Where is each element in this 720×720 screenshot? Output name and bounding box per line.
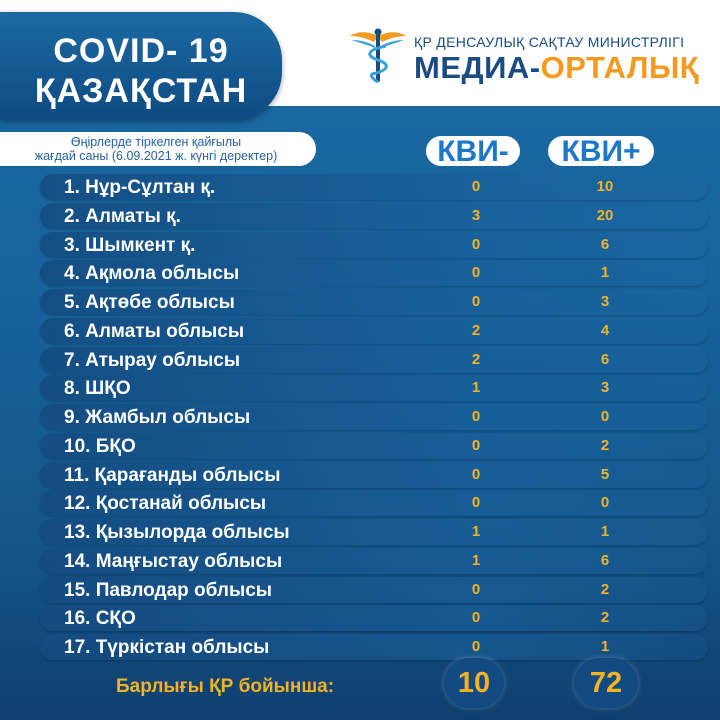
subtitle-box: Өңірлерде тіркелген қайғылы жағдай саны …: [0, 132, 316, 166]
table-row: 9. Жамбыл облысы 0 0: [40, 404, 708, 430]
table-row: 12. Қостанай облысы 0 0: [40, 490, 708, 517]
kvi-minus-value: 1: [471, 523, 481, 540]
table-row: 13. Қызылорда облысы 1 1: [40, 519, 708, 545]
total-label: Барлығы ҚР бойынша:: [116, 676, 335, 697]
kvi-minus-value: 0: [471, 264, 481, 282]
ministry-name: ҚР ДЕНСАУЛЫҚ САҚТАУ МИНИСТРЛІГІ: [414, 34, 685, 50]
kvi-minus-value: 0: [471, 408, 481, 425]
region-name: 9. Жамбыл облысы: [64, 407, 251, 428]
region-name: 1. Нұр-Сұлтан қ.: [64, 177, 216, 198]
table-row: 16. СҚО 0 2: [40, 605, 708, 632]
column-header-kvi-minus: КВИ-: [426, 136, 520, 167]
region-name: 12. Қостанай облысы: [64, 493, 267, 515]
kvi-plus-value: 1: [600, 264, 610, 282]
table-row: 5. Ақтөбе облысы 0 3: [40, 289, 708, 315]
kvi-plus-value: 6: [600, 350, 610, 368]
region-name: 6. Алматы облысы: [64, 320, 245, 342]
region-name: 14. Маңғыстау облысы: [64, 550, 283, 572]
kvi-plus-value: 6: [600, 235, 610, 253]
kvi-minus-value: 0: [471, 465, 481, 483]
table-row: 8. ШҚО 1 3: [40, 375, 708, 402]
region-name: 17. Түркістан облысы: [64, 637, 270, 658]
table-row: 7. Атырау облысы 2 6: [40, 346, 708, 373]
kvi-plus-value: 5: [600, 465, 610, 483]
region-name: 13. Қызылорда облысы: [64, 522, 290, 543]
kvi-plus-value: 3: [600, 293, 610, 310]
kvi-minus-value: 0: [471, 293, 481, 310]
kvi-plus-value: 1: [600, 523, 610, 540]
kvi-plus-value: 2: [600, 609, 610, 627]
title-box: COVID- 19 ҚАЗАҚСТАН: [0, 12, 282, 120]
kvi-plus-value: 2: [600, 580, 610, 598]
column-header-kvi-plus: КВИ+: [548, 136, 654, 167]
table-row: 11. Қарағанды облысы 0 5: [40, 461, 708, 488]
kvi-minus-value: 1: [471, 551, 481, 569]
region-name: 16. СҚО: [64, 608, 136, 630]
region-name: 7. Атырау облысы: [64, 349, 241, 371]
region-name: 15. Павлодар облысы: [64, 579, 272, 601]
kvi-plus-value: 3: [600, 379, 610, 397]
subtitle-line1: Өңірлерде тіркелген қайғылы: [70, 135, 242, 149]
kvi-plus-value: 2: [600, 436, 610, 454]
table-row: 6. Алматы облысы 2 4: [40, 317, 708, 344]
total-kvi-plus: 72: [574, 658, 638, 708]
total-kvi-minus: 10: [444, 658, 504, 708]
media-center-logo: МЕДИА-ОРТАЛЫҚ: [414, 50, 699, 86]
region-name: 10. БҚО: [64, 435, 136, 457]
region-name: 4. Ақмола облысы: [64, 263, 240, 285]
caduceus-icon: [350, 28, 406, 84]
title-line1: COVID- 19: [53, 32, 229, 70]
region-name: 11. Қарағанды облысы: [64, 464, 281, 486]
table-row: 15. Павлодар облысы 0 2: [40, 576, 708, 603]
kvi-plus-value: 4: [600, 321, 610, 339]
kvi-plus-value: 0: [600, 408, 610, 425]
kvi-minus-value: 0: [471, 178, 481, 195]
kvi-plus-value: 20: [596, 206, 614, 224]
kvi-plus-value: 6: [600, 551, 610, 569]
kvi-plus-value: 1: [600, 638, 610, 655]
subtitle: Өңірлерде тіркелген қайғылы жағдай саны …: [6, 135, 306, 163]
table-row: 1. Нұр-Сұлтан қ. 0 10: [40, 174, 708, 200]
media-part2: ОРТАЛЫҚ: [540, 50, 700, 85]
kvi-minus-value: 2: [471, 321, 481, 339]
kvi-minus-value: 1: [471, 379, 481, 397]
table-row: 4. Ақмола облысы 0 1: [40, 260, 708, 287]
region-name: 8. ШҚО: [64, 378, 131, 400]
table-row: 14. Маңғыстау облысы 1 6: [40, 547, 708, 574]
table-row: 10. БҚО 0 2: [40, 432, 708, 459]
media-part1: МЕДИА-: [414, 50, 541, 85]
table-row: 2. Алматы қ. 3 20: [40, 202, 708, 229]
kvi-minus-value: 0: [471, 638, 481, 655]
region-name: 5. Ақтөбе облысы: [64, 292, 235, 313]
subtitle-line2: жағдай саны (6.09.2021 ж. күнгі деректер…: [34, 149, 278, 163]
kvi-plus-value: 10: [596, 178, 614, 195]
table-row: 3. Шымкент қ. 0 6: [40, 231, 708, 258]
title-line2: ҚАЗАҚСТАН: [34, 72, 248, 110]
kvi-minus-value: 0: [471, 235, 481, 253]
kvi-minus-value: 0: [471, 609, 481, 627]
kvi-minus-value: 0: [471, 580, 481, 598]
kvi-plus-value: 0: [600, 494, 610, 512]
region-name: 2. Алматы қ.: [64, 205, 181, 227]
table-row: 17. Түркістан облысы 0 1: [40, 634, 708, 660]
kvi-minus-value: 0: [471, 494, 481, 512]
kvi-minus-value: 2: [471, 350, 481, 368]
region-name: 3. Шымкент қ.: [64, 234, 196, 256]
kvi-minus-value: 0: [471, 436, 481, 454]
kvi-minus-value: 3: [471, 206, 481, 224]
